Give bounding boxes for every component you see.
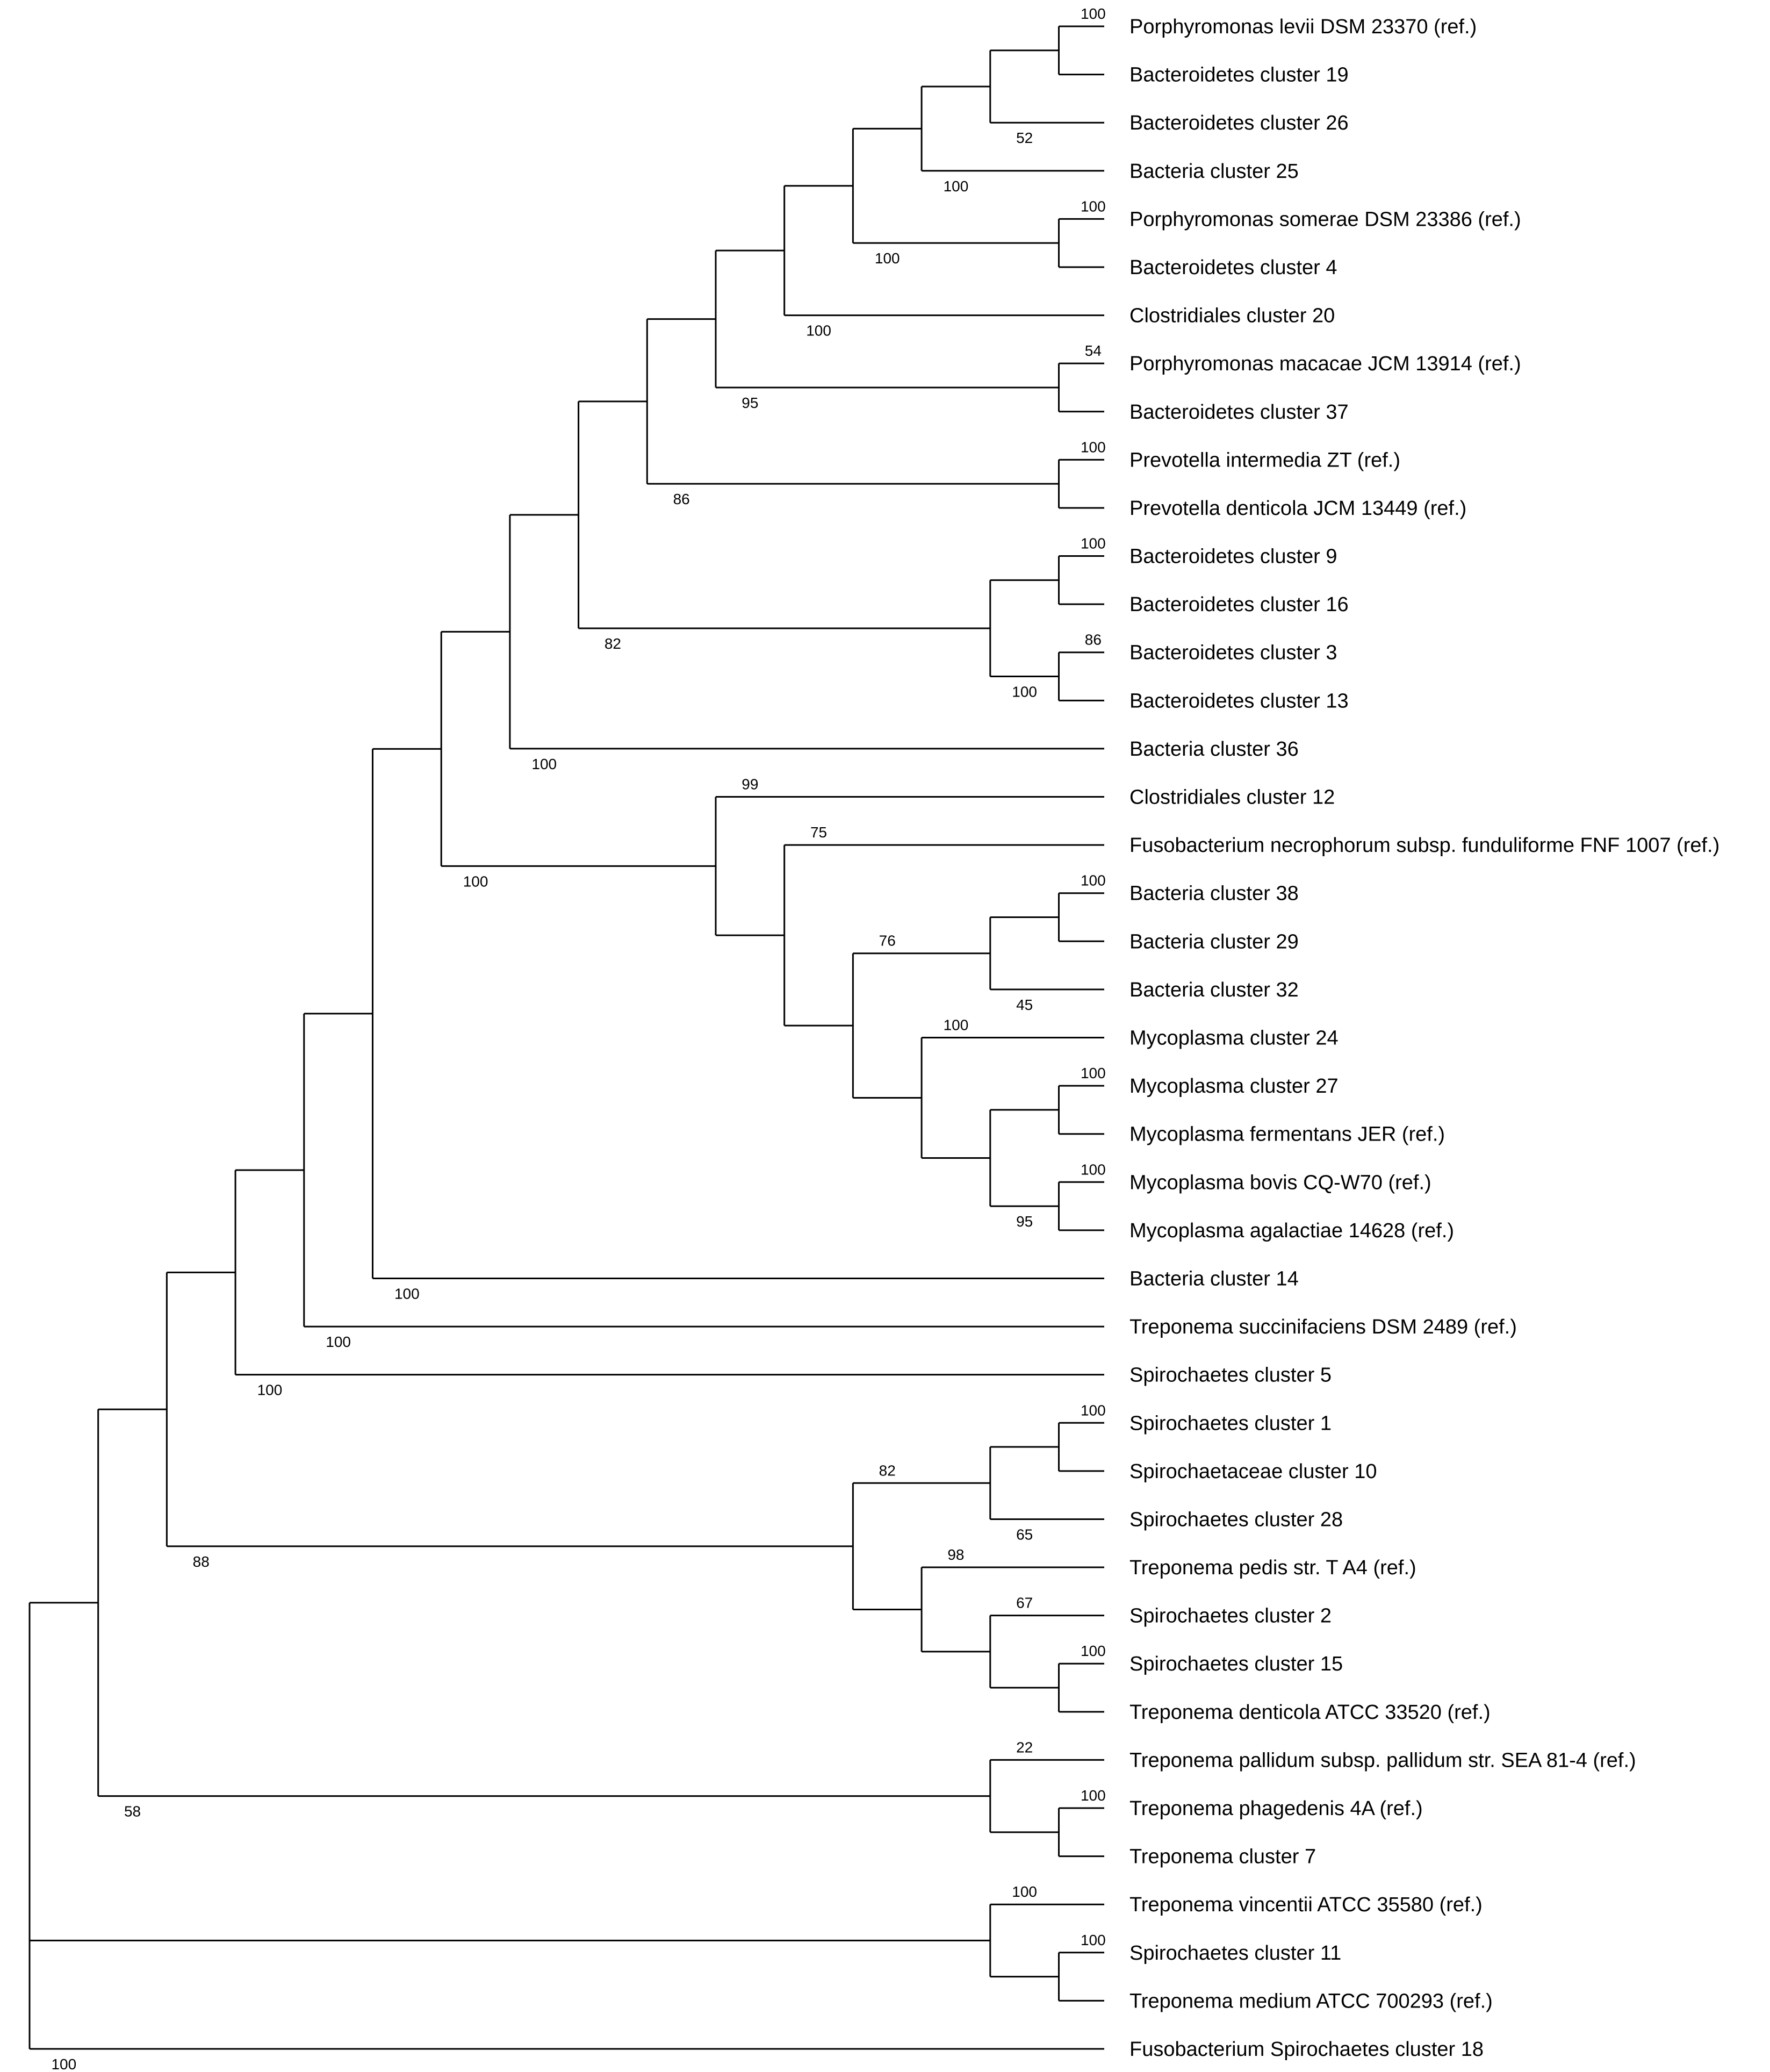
support-value: 88	[193, 1553, 210, 1570]
taxon-label: Treponema denticola ATCC 33520 (ref.)	[1129, 1701, 1491, 1724]
support-value: 100	[1081, 439, 1106, 455]
taxon-label: Treponema phagedenis 4A (ref.)	[1129, 1797, 1423, 1820]
support-value: 100	[1081, 1932, 1106, 1948]
taxon-label: Porphyromonas somerae DSM 23386 (ref.)	[1129, 208, 1521, 231]
taxon-label: Clostridiales cluster 20	[1129, 305, 1335, 327]
support-value: 100	[1081, 1643, 1106, 1659]
support-value: 99	[742, 776, 758, 793]
taxon-label: Bacteroidetes cluster 9	[1129, 546, 1337, 568]
support-value: 65	[1016, 1526, 1033, 1543]
taxon-label: Treponema cluster 7	[1129, 1846, 1316, 1868]
taxon-label: Bacteria cluster 14	[1129, 1267, 1299, 1290]
taxon-label: Mycoplasma cluster 27	[1129, 1075, 1339, 1098]
support-value: 22	[1016, 1739, 1033, 1755]
support-value: 100	[1081, 535, 1106, 552]
support-value: 100	[1081, 872, 1106, 889]
taxon-label: Spirochaetes cluster 1	[1129, 1412, 1332, 1435]
support-values: 100 58 88 100 100 100 100 100 82 86 95 100 100 100 52 1…	[51, 5, 1105, 2072]
support-value: 95	[742, 395, 758, 411]
taxon-label: Mycoplasma fermentans JER (ref.)	[1129, 1123, 1445, 1146]
support-value: 100	[1012, 684, 1037, 700]
taxon-label: Prevotella denticola JCM 13449 (ref.)	[1129, 497, 1466, 520]
tree-branches	[28, 25, 1104, 2050]
taxon-label: Spirochaetes cluster 2	[1129, 1605, 1332, 1628]
support-value: 100	[1081, 1787, 1106, 1804]
taxon-label: Bacteroidetes cluster 16	[1129, 593, 1349, 616]
taxon-label: Treponema pedis str. T A4 (ref.)	[1129, 1557, 1416, 1579]
support-value: 98	[947, 1546, 964, 1563]
taxon-label: Treponema succinifaciens DSM 2489 (ref.)	[1129, 1316, 1517, 1338]
support-value: 100	[326, 1333, 351, 1350]
taxon-label: Bacteria cluster 38	[1129, 883, 1299, 905]
support-value: 95	[1016, 1213, 1033, 1230]
support-value: 100	[1081, 1402, 1106, 1418]
support-value: 52	[1016, 130, 1033, 146]
taxon-label: Treponema pallidum subsp. pallidum str. …	[1129, 1749, 1636, 1772]
support-value: 100	[257, 1382, 283, 1399]
taxon-label: Treponema vincentii ATCC 35580 (ref.)	[1129, 1894, 1483, 1916]
support-value: 45	[1016, 996, 1033, 1013]
taxon-label: Fusobacterium Spirochaetes cluster 18	[1129, 2038, 1484, 2061]
support-value: 100	[1012, 1883, 1037, 1900]
taxon-label: Bacteroidetes cluster 3	[1129, 642, 1337, 664]
support-value: 75	[810, 824, 827, 841]
taxon-label: Porphyromonas levii DSM 23370 (ref.)	[1129, 16, 1477, 38]
taxon-label: Porphyromonas macacae JCM 13914 (ref.)	[1129, 353, 1521, 375]
taxon-label: Bacteroidetes cluster 26	[1129, 112, 1349, 134]
support-value: 100	[944, 178, 969, 195]
support-value: 58	[124, 1803, 141, 1820]
taxon-label: Fusobacterium necrophorum subsp. funduli…	[1129, 834, 1719, 857]
taxon-labels: Porphyromonas levii DSM 23370 (ref.) Bact…	[1129, 16, 1719, 2061]
taxon-label: Bacteroidetes cluster 19	[1129, 64, 1349, 87]
support-value: 82	[879, 1462, 896, 1479]
support-value: 100	[51, 2056, 76, 2072]
support-value: 100	[944, 1017, 969, 1034]
taxon-label: Bacteria cluster 36	[1129, 738, 1299, 761]
taxon-label: Mycoplasma cluster 24	[1129, 1027, 1339, 1050]
support-value: 100	[463, 873, 488, 890]
taxon-label: Bacteroidetes cluster 37	[1129, 401, 1349, 424]
support-value: 54	[1085, 342, 1102, 359]
taxon-label: Spirochaetes cluster 28	[1129, 1508, 1343, 1531]
taxon-label: Bacteria cluster 32	[1129, 979, 1299, 1001]
taxon-label: Spirochaetes cluster 11	[1129, 1942, 1341, 1965]
support-value: 100	[806, 322, 831, 339]
support-value: 100	[394, 1285, 420, 1302]
taxon-label: Prevotella intermedia ZT (ref.)	[1129, 449, 1400, 471]
support-value: 67	[1016, 1595, 1033, 1611]
support-value: 76	[879, 933, 896, 949]
taxon-label: Bacteria cluster 29	[1129, 930, 1299, 953]
taxon-label: Mycoplasma agalactiae 14628 (ref.)	[1129, 1220, 1454, 1242]
taxon-label: Bacteroidetes cluster 13	[1129, 690, 1349, 712]
taxon-label: Spirochaetes cluster 5	[1129, 1364, 1332, 1387]
taxon-label: Treponema medium ATCC 700293 (ref.)	[1129, 1990, 1493, 2012]
taxon-label: Bacteria cluster 25	[1129, 160, 1299, 183]
taxon-label: Mycoplasma bovis CQ-W70 (ref.)	[1129, 1171, 1431, 1194]
support-value: 100	[875, 250, 900, 267]
support-value: 100	[1081, 5, 1106, 22]
support-value: 86	[1085, 632, 1102, 648]
support-value: 100	[1081, 198, 1106, 214]
taxon-label: Spirochaetes cluster 15	[1129, 1653, 1343, 1675]
support-value: 100	[531, 756, 557, 772]
taxon-label: Spirochaetaceae cluster 10	[1129, 1460, 1377, 1483]
taxon-label: Clostridiales cluster 12	[1129, 786, 1335, 809]
support-value: 100	[1081, 1161, 1106, 1178]
support-value: 82	[605, 635, 621, 652]
support-value: 86	[673, 491, 690, 507]
support-value: 100	[1081, 1065, 1106, 1081]
taxon-label: Bacteroidetes cluster 4	[1129, 256, 1337, 279]
